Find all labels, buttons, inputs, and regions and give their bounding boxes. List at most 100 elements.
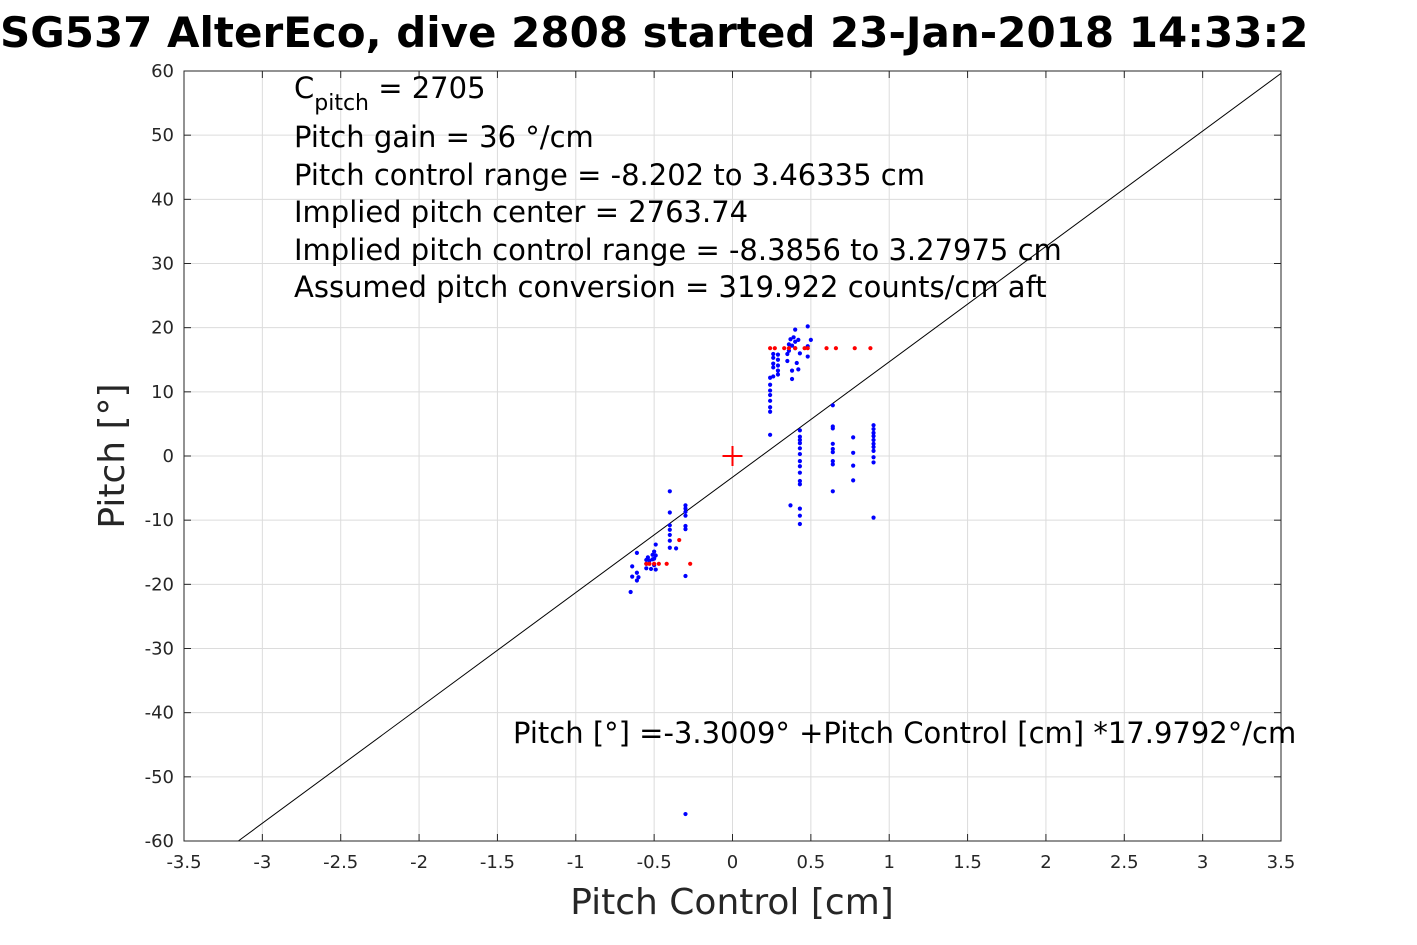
data-point-blue xyxy=(797,459,802,464)
data-point-red xyxy=(868,346,873,351)
data-point-blue xyxy=(644,566,649,571)
data-point-blue xyxy=(793,339,798,344)
cpitch-subscript: pitch xyxy=(314,91,369,116)
data-point-blue xyxy=(871,426,876,432)
data-point-blue xyxy=(830,459,835,464)
x-tick-label: 1.5 xyxy=(953,852,982,873)
x-tick-label: -3 xyxy=(253,852,271,873)
x-tick-label: -2.5 xyxy=(323,852,358,873)
data-point-red xyxy=(805,346,810,351)
data-point-red xyxy=(656,561,661,566)
annotation-implied-range: Implied pitch control range = -8.3856 to… xyxy=(294,233,1062,267)
x-tick-label: 2 xyxy=(1040,852,1051,873)
y-tick-label: -60 xyxy=(145,831,174,852)
data-point-blue xyxy=(768,405,773,410)
data-point-blue xyxy=(667,523,672,528)
cpitch-base: C xyxy=(294,71,314,105)
x-tick-label: -2 xyxy=(410,852,428,873)
data-point-blue xyxy=(775,368,781,373)
data-point-blue xyxy=(830,462,835,467)
annotation-pitch-gain: Pitch gain = 36 °/cm xyxy=(294,120,594,154)
data-point-blue xyxy=(830,450,835,455)
data-point-red xyxy=(793,346,798,351)
data-point-blue xyxy=(648,566,654,572)
data-point-blue xyxy=(667,527,672,532)
data-point-red xyxy=(824,346,829,351)
data-point-blue xyxy=(768,432,773,437)
data-point-blue xyxy=(797,513,802,518)
data-point-blue xyxy=(805,354,810,359)
data-point-blue xyxy=(768,392,773,398)
x-tick-label: 2.5 xyxy=(1110,852,1139,873)
data-point-blue xyxy=(871,441,876,446)
data-point-blue xyxy=(789,368,795,373)
data-point-red xyxy=(772,346,777,351)
y-tick-label: 0 xyxy=(163,446,174,467)
data-point-blue xyxy=(830,426,835,431)
data-point-blue xyxy=(768,382,773,387)
annotation-conversion: Assumed pitch conversion = 319.922 count… xyxy=(294,270,1047,304)
x-tick-label: 1 xyxy=(883,852,894,873)
data-point-blue xyxy=(653,567,658,572)
x-tick-label: 0 xyxy=(727,852,738,873)
y-tick-label: 20 xyxy=(151,318,174,339)
data-point-blue xyxy=(797,437,802,443)
data-point-blue xyxy=(788,337,793,342)
data-point-blue xyxy=(650,552,655,557)
data-point-red xyxy=(688,561,693,566)
data-point-red xyxy=(768,346,773,351)
x-tick-label: 3 xyxy=(1197,852,1208,873)
data-point-blue xyxy=(797,521,802,527)
data-point-blue xyxy=(851,463,856,468)
data-point-red xyxy=(802,346,807,351)
data-point-blue xyxy=(871,515,876,520)
data-point-blue xyxy=(797,470,802,475)
data-point-blue xyxy=(789,376,795,382)
x-tick-label: -1.5 xyxy=(480,852,515,873)
data-point-blue xyxy=(796,337,801,342)
data-point-blue xyxy=(785,358,790,364)
y-tick-label: -10 xyxy=(145,510,174,531)
data-point-blue xyxy=(683,503,688,508)
data-point-blue xyxy=(634,570,640,575)
data-point-blue xyxy=(768,409,773,414)
data-point-blue xyxy=(871,430,876,435)
data-point-blue xyxy=(871,444,876,450)
data-point-blue xyxy=(771,361,776,366)
data-points xyxy=(628,324,876,817)
data-point-blue xyxy=(653,553,658,558)
data-point-blue xyxy=(775,372,781,377)
data-point-blue xyxy=(771,374,776,379)
data-point-blue xyxy=(797,451,802,457)
data-point-blue xyxy=(871,437,876,443)
data-point-blue xyxy=(797,506,802,511)
data-point-blue xyxy=(771,351,776,357)
annotation-cpitch: Cpitch = 2705 xyxy=(294,71,486,116)
data-point-red xyxy=(664,561,669,566)
data-point-blue xyxy=(805,324,810,329)
data-point-blue xyxy=(808,337,813,342)
data-point-blue xyxy=(797,351,802,356)
data-point-red xyxy=(852,346,857,351)
y-tick-label: -40 xyxy=(145,703,174,724)
fit-line-group xyxy=(237,72,1282,842)
cpitch-value: = 2705 xyxy=(369,71,486,105)
y-tick-label: -20 xyxy=(145,574,174,595)
y-axis-ticks: -60 -50 -40 -30 -20 -10 0 10 20 30 40 50 60 xyxy=(145,61,1281,852)
data-point-blue xyxy=(871,434,876,439)
y-tick-label: -30 xyxy=(145,639,174,660)
data-point-blue xyxy=(797,464,802,469)
y-tick-label: 40 xyxy=(151,189,174,210)
data-point-blue xyxy=(630,574,635,579)
data-point-blue xyxy=(683,506,688,511)
x-tick-label: -3.5 xyxy=(166,852,201,873)
data-point-blue xyxy=(791,335,796,340)
data-point-blue xyxy=(851,435,856,440)
y-axis-label: Pitch [°] xyxy=(92,383,133,528)
y-tick-label: 50 xyxy=(151,125,174,146)
annotation-control-range: Pitch control range = -8.202 to 3.46335 … xyxy=(294,158,925,192)
x-axis-ticks: -3.5 -3 -2.5 -2 -1.5 -1 -0.5 0 0.5 1 1.5 2 2.5 3 3.5 xyxy=(166,71,1295,873)
data-point-blue xyxy=(652,556,657,561)
data-point-blue xyxy=(667,489,672,494)
data-point-blue xyxy=(797,478,802,484)
